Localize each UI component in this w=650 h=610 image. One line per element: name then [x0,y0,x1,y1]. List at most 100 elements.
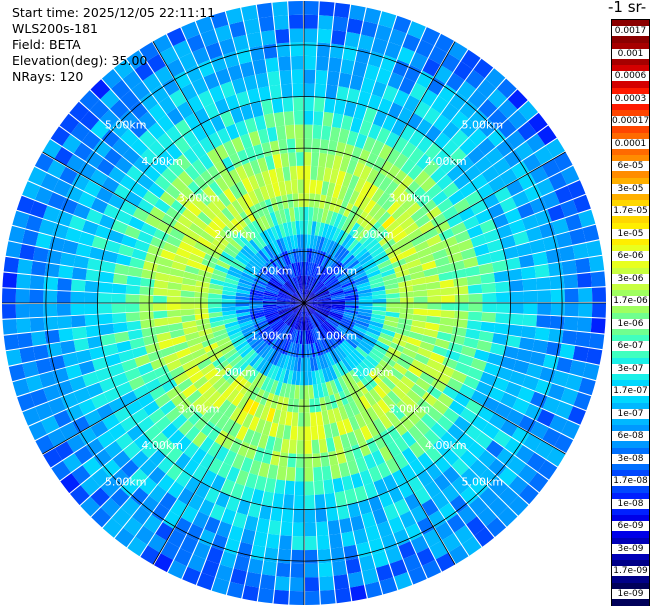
range-gate-cell [100,333,116,346]
range-gate-cell [466,275,482,286]
range-gate-cell [110,119,129,138]
range-gate-cell [328,314,342,322]
range-gate-cell [2,319,18,335]
range-gate-cell [214,429,229,446]
range-gate-cell [151,432,169,449]
range-gate-cell [300,303,304,317]
range-gate-cell [518,484,539,505]
start-time-text: Start time: 2025/12/05 22:11:11 [12,5,216,20]
range-gate-cell [145,342,161,354]
range-gate-cell [35,402,54,421]
range-gate-cell [96,158,115,176]
range-gate-cell [234,254,249,266]
range-gate-cell [212,216,227,230]
range-gate-cell [271,257,282,270]
range-gate-cell [197,191,212,206]
range-gate-cell [181,21,200,40]
range-gate-cell [245,146,257,162]
range-gate-cell [193,241,209,254]
range-gate-cell [435,371,451,385]
range-gate-cell [340,341,353,354]
range-gate-cell [316,56,329,71]
range-gate-cell [389,225,404,239]
range-gate-cell [332,364,342,379]
range-gate-cell [166,143,183,161]
range-gate-cell [274,272,286,284]
range-gate-cell [349,241,362,255]
range-gate-cell [287,280,297,292]
range-gate-cell [297,262,301,276]
range-gate-cell [157,114,175,133]
range-gate-cell [114,527,135,548]
range-gate-cell [53,410,72,428]
range-gate-cell [259,504,272,520]
range-gate-cell [465,190,482,207]
range-gate-cell [153,303,167,311]
range-gate-cell [473,58,494,79]
range-gate-cell [71,465,91,485]
range-gate-cell [266,126,278,142]
range-gate-cell [220,251,235,262]
range-gate-cell [441,484,460,503]
range-gate-cell [129,468,148,487]
range-gate-cell [308,207,314,222]
range-gate-cell [2,272,18,288]
range-gate-cell [271,98,284,114]
range-gate-cell [548,262,564,277]
range-gate-cell [532,251,548,266]
range-gate-cell [454,392,471,408]
range-gate-cell [222,290,237,296]
range-gate-cell [323,321,335,332]
range-gate-cell [386,148,401,165]
range-gate-cell [242,585,259,602]
range-gate-cell [240,457,254,473]
range-gate-cell [289,207,296,222]
range-gate-cell [373,344,388,355]
range-gate-cell [98,293,112,303]
range-gate-cell [253,531,268,547]
range-gate-cell [237,441,250,457]
range-gate-cell [236,231,249,245]
range-gate-cell [304,275,307,290]
range-gate-cell [482,303,497,313]
range-gate-cell [347,501,361,518]
range-gate-cell [305,330,309,345]
range-gate-cell [242,398,255,414]
range-gate-cell [293,110,304,125]
range-gate-cell [403,95,420,113]
range-gate-cell [108,193,126,210]
range-gate-cell [238,320,253,328]
range-gate-cell [350,265,364,276]
range-gate-cell [463,256,479,269]
range-gate-cell [351,268,365,278]
range-gate-cell [206,201,221,216]
range-gate-cell [316,307,330,315]
range-gate-cell [423,328,439,338]
range-gate-cell [362,358,376,371]
range-gate-cell [474,156,493,174]
range-gate-cell [496,366,513,381]
range-gate-cell [345,303,359,306]
range-gate-cell [137,198,154,214]
range-gate-cell [383,278,398,286]
range-gate-cell [302,330,304,345]
range-gate-cell [499,168,518,186]
range-gate-cell [255,234,267,248]
range-gate-cell [414,240,430,253]
range-gate-cell [360,77,376,94]
range-gate-cell [265,435,276,451]
range-gate-cell [371,81,387,98]
range-gate-cell [319,576,335,591]
range-gate-cell [243,74,258,91]
range-gate-cell [196,572,215,591]
colorbar-tick-label: 1e-05 [612,228,649,239]
range-gate-cell [332,183,342,199]
range-gate-cell [467,367,484,381]
range-gate-cell [225,94,240,111]
range-gate-cell [166,303,181,311]
range-gate-cell [134,61,154,81]
range-gate-cell [334,491,347,507]
range-gate-cell [322,322,334,334]
range-gate-cell [181,505,199,524]
range-gate-cell [460,247,477,260]
